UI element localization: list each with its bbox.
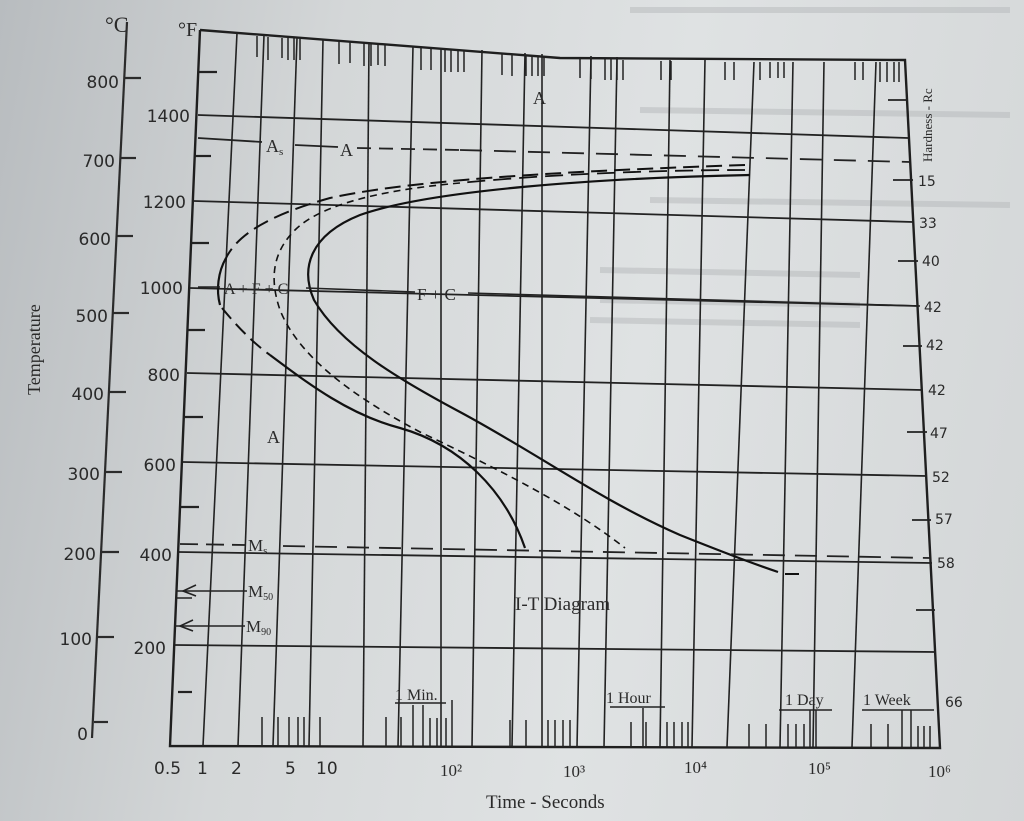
hardness-tick-labels: 15 33 40 42 42 42 47 52 57 58 66 [918, 174, 963, 711]
svg-text:10⁵: 10⁵ [808, 759, 831, 778]
svg-text:10²: 10² [440, 761, 462, 780]
fahrenheit-tick-labels: 1400 1200 1000 800 600 400 200 [134, 107, 190, 659]
afc-label: A + F + C [224, 281, 288, 298]
hardness-axis-label: Hardness - Rc [920, 88, 935, 162]
hardness-ticks [888, 99, 935, 611]
fc-label: F + C [417, 285, 456, 304]
svg-text:57: 57 [935, 512, 953, 528]
svg-text:42: 42 [924, 300, 942, 316]
svg-text:600: 600 [144, 456, 176, 476]
svg-text:1 Hour: 1 Hour [606, 690, 652, 707]
time-tick-labels: 0.5 1 2 5 10 [154, 759, 338, 779]
svg-text:200: 200 [134, 639, 166, 659]
svg-text:42: 42 [926, 338, 944, 354]
svg-text:0.5: 0.5 [154, 759, 181, 779]
phase-label-lines [198, 286, 921, 307]
svg-text:1: 1 [197, 759, 208, 779]
time-markers: 1 Min. 1 Hour 1 Day 1 Week [395, 687, 911, 709]
celsius-tick-labels: 800 700 600 500 400 300 200 100 0 [60, 73, 119, 745]
svg-text:300: 300 [68, 465, 100, 485]
svg-text:0: 0 [77, 725, 88, 745]
as-line [197, 137, 911, 163]
as-line-a-label: A [340, 140, 353, 160]
svg-text:15: 15 [918, 174, 936, 190]
svg-text:500: 500 [76, 307, 108, 327]
transformation-curves [216, 164, 799, 575]
svg-text:1000: 1000 [140, 279, 183, 299]
m90-arrow [175, 619, 245, 632]
svg-text:66: 66 [945, 695, 963, 711]
svg-text:47: 47 [930, 426, 948, 442]
svg-text:33: 33 [919, 216, 937, 232]
svg-text:52: 52 [932, 470, 950, 486]
vertical-gridlines [202, 32, 877, 748]
svg-text:10⁶: 10⁶ [928, 762, 951, 781]
svg-text:1200: 1200 [143, 193, 186, 213]
svg-text:58: 58 [937, 556, 955, 572]
ms-line [179, 543, 931, 559]
svg-text:400: 400 [72, 385, 104, 405]
time-tick-labels-log: 10² 10³ 10⁴ 10⁵ 10⁶ [440, 758, 951, 781]
svg-text:2: 2 [231, 759, 242, 779]
svg-text:1400: 1400 [147, 107, 190, 127]
svg-text:1 Day: 1 Day [785, 692, 824, 709]
svg-text:200: 200 [64, 545, 96, 565]
fahrenheit-axis-ticks [178, 70, 217, 694]
svg-text:40: 40 [922, 254, 940, 270]
m50-arrow [175, 584, 247, 599]
svg-text:1 Week: 1 Week [863, 692, 911, 709]
svg-text:10³: 10³ [563, 762, 585, 781]
svg-text:42: 42 [928, 383, 946, 399]
bottom-minor-ticks [261, 700, 931, 747]
svg-text:800: 800 [148, 366, 180, 386]
y-axis-label: Temperature [24, 304, 44, 395]
time-marker-underlines [395, 702, 934, 711]
svg-text:10⁴: 10⁴ [684, 758, 707, 777]
svg-text:1 Min.: 1 Min. [395, 687, 438, 704]
svg-text:400: 400 [140, 546, 172, 566]
svg-text:100: 100 [60, 630, 92, 650]
top-minor-ticks [256, 36, 900, 82]
svg-text:10: 10 [316, 759, 338, 779]
svg-text:600: 600 [79, 230, 111, 250]
austenite-top-label: A [533, 88, 546, 108]
background-text [589, 7, 1011, 328]
m50-label: M50 [248, 582, 273, 603]
ms-label: Ms [248, 536, 267, 557]
fahrenheit-unit: °F [178, 19, 197, 41]
svg-text:700: 700 [83, 152, 115, 172]
celsius-unit: °C [105, 12, 128, 37]
celsius-axis [90, 21, 141, 739]
svg-text:5: 5 [285, 759, 296, 779]
diagram-title: I-T Diagram [515, 594, 610, 615]
x-axis-label: Time - Seconds [486, 792, 605, 813]
svg-text:800: 800 [87, 73, 119, 93]
austenite-low-label: A [267, 427, 280, 447]
m90-label: M90 [246, 617, 271, 638]
as-label: As [266, 136, 283, 158]
